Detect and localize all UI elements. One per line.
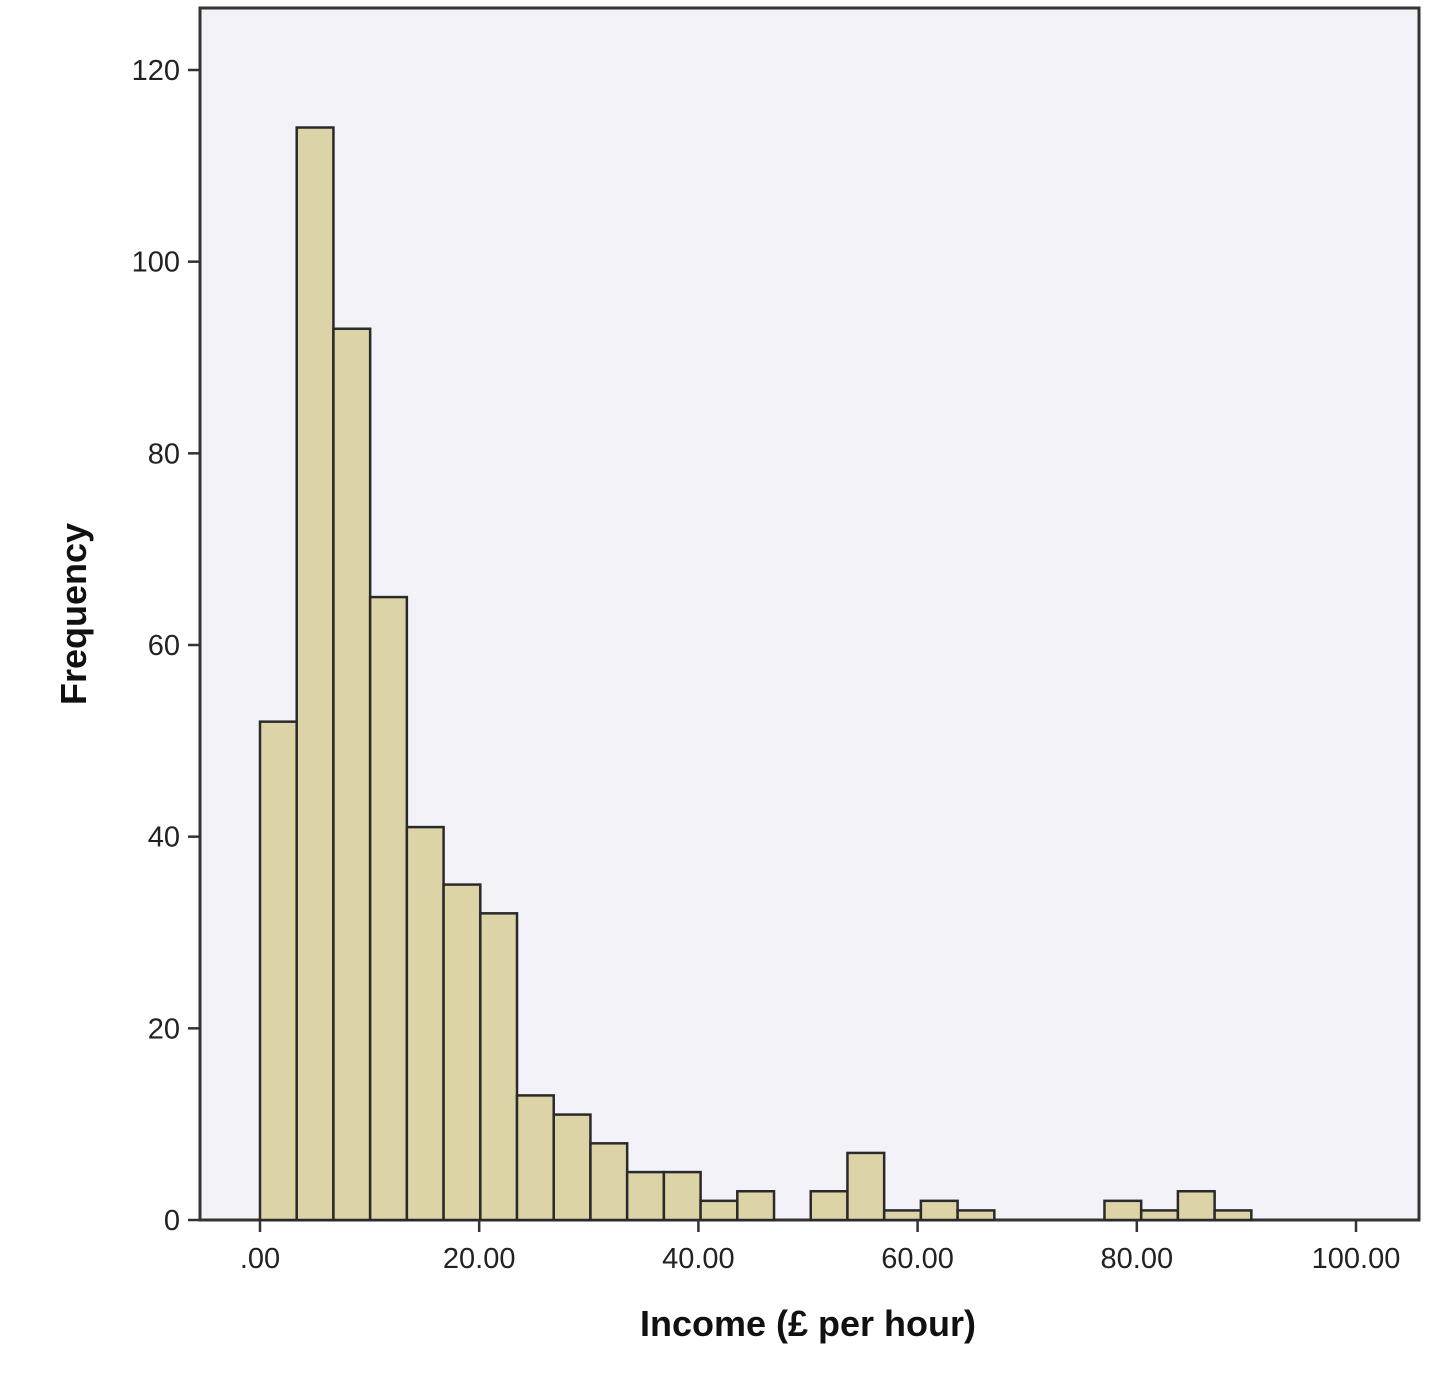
histogram-bar bbox=[919, 1199, 959, 1222]
histogram-bar bbox=[736, 1190, 776, 1222]
y-tick-label: 80 bbox=[148, 438, 180, 470]
histogram-bar bbox=[515, 1094, 555, 1222]
y-tick-label: 60 bbox=[148, 630, 180, 662]
histogram-bar bbox=[479, 912, 519, 1222]
y-axis: 0 20 40 60 80 100 120 bbox=[132, 55, 200, 1237]
histogram-bar bbox=[625, 1170, 666, 1222]
histogram-bar bbox=[1139, 1209, 1180, 1222]
x-tick-label: 80.00 bbox=[1101, 1243, 1174, 1275]
x-tick-label: 20.00 bbox=[443, 1243, 516, 1275]
histogram-bar bbox=[1103, 1199, 1143, 1222]
y-tick-label: 40 bbox=[148, 822, 180, 854]
histogram-bar bbox=[1176, 1190, 1216, 1222]
histogram-bar bbox=[882, 1209, 923, 1222]
x-axis-title: Income (£ per hour) bbox=[640, 1303, 976, 1344]
x-tick-label: .00 bbox=[240, 1243, 280, 1275]
histogram-bar bbox=[589, 1142, 629, 1222]
histogram-bar bbox=[846, 1151, 886, 1222]
y-tick-label: 0 bbox=[164, 1205, 180, 1237]
y-tick-label: 100 bbox=[132, 247, 180, 279]
histogram-bar bbox=[699, 1199, 739, 1222]
histogram-bar bbox=[332, 327, 372, 1222]
histogram-bar bbox=[956, 1209, 996, 1222]
histogram-bar bbox=[442, 883, 482, 1222]
x-tick-label: 100.00 bbox=[1312, 1243, 1401, 1275]
y-axis-title: Frequency bbox=[53, 523, 94, 705]
histogram-bar bbox=[809, 1190, 849, 1222]
x-axis: .00 20.00 40.00 60.00 80.00 100.00 bbox=[240, 1220, 1401, 1275]
histogram-bar bbox=[552, 1113, 592, 1222]
histogram-bar bbox=[662, 1170, 702, 1222]
histogram-bar bbox=[1213, 1209, 1253, 1222]
histogram-bar bbox=[258, 720, 298, 1222]
y-tick-label: 20 bbox=[148, 1013, 180, 1045]
histogram-bar bbox=[368, 595, 409, 1222]
x-tick-label: 60.00 bbox=[881, 1243, 954, 1275]
y-tick-label: 120 bbox=[132, 55, 180, 87]
histogram-bar bbox=[295, 126, 335, 1222]
bars-group bbox=[258, 126, 1253, 1222]
x-tick-label: 40.00 bbox=[662, 1243, 735, 1275]
histogram-bar bbox=[405, 825, 445, 1222]
